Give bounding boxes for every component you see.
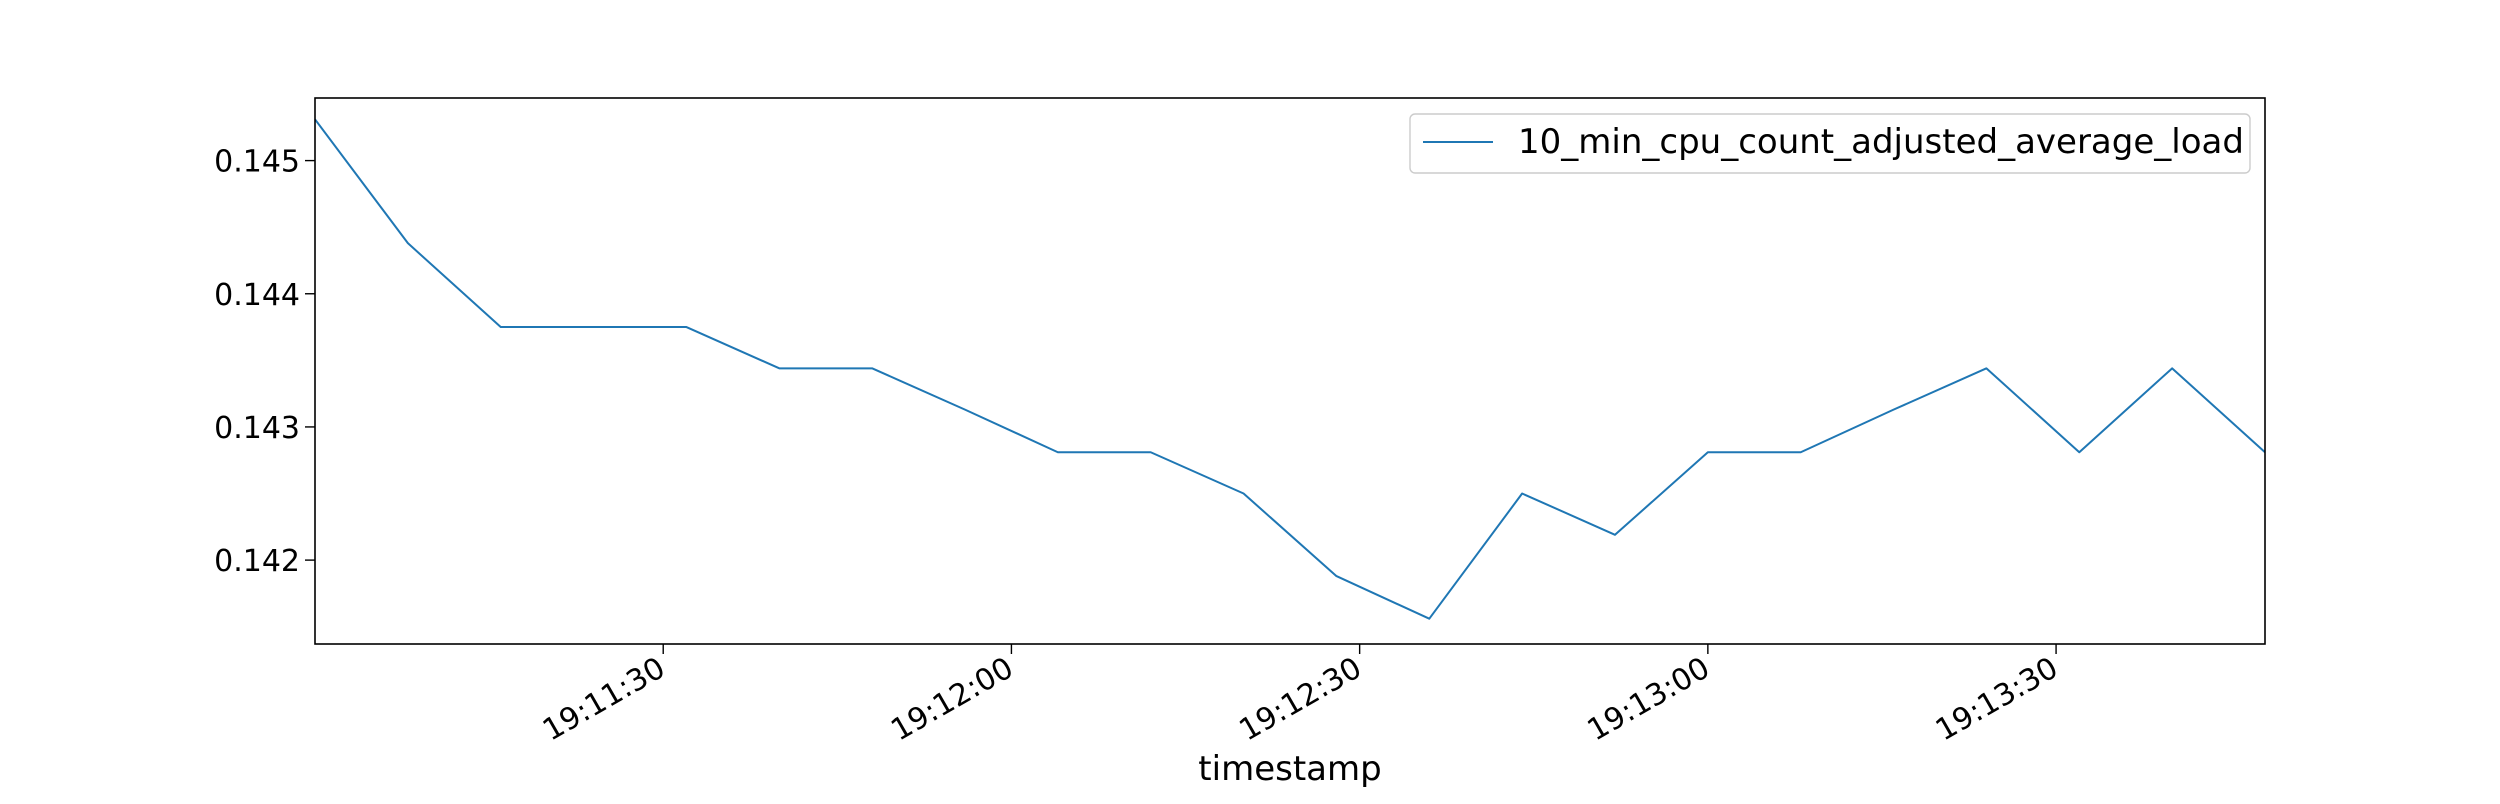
x-axis: 19:11:30 19:12:00 19:12:30 19:13:00 19:13:30 (537, 644, 2064, 748)
plot-frame (314, 97, 2266, 645)
x-tick-label: 19:11:30 (537, 651, 671, 749)
series-line (314, 118, 2266, 620)
x-axis-label: timestamp (1198, 749, 1381, 789)
plot-area (315, 98, 2265, 644)
legend-label: 10_min_cpu_count_adjusted_average_load (1518, 122, 2244, 162)
x-tick-label: 19:13:30 (1930, 651, 2064, 749)
legend: 10_min_cpu_count_adjusted_average_load (1409, 113, 2251, 174)
series-layer (314, 118, 2266, 620)
y-tick-label: 0.142 (214, 544, 300, 579)
x-tick-label: 19:12:30 (1233, 651, 1367, 749)
legend-box (1409, 113, 2251, 174)
x-tick-label: 19:12:00 (885, 651, 1019, 749)
y-tick-label: 0.143 (214, 411, 300, 446)
y-tick-label: 0.144 (214, 278, 300, 313)
y-tick-label: 0.145 (214, 145, 300, 180)
y-axis: 0.142 0.143 0.144 0.145 (214, 145, 315, 579)
x-tick-label: 19:13:00 (1582, 651, 1716, 749)
